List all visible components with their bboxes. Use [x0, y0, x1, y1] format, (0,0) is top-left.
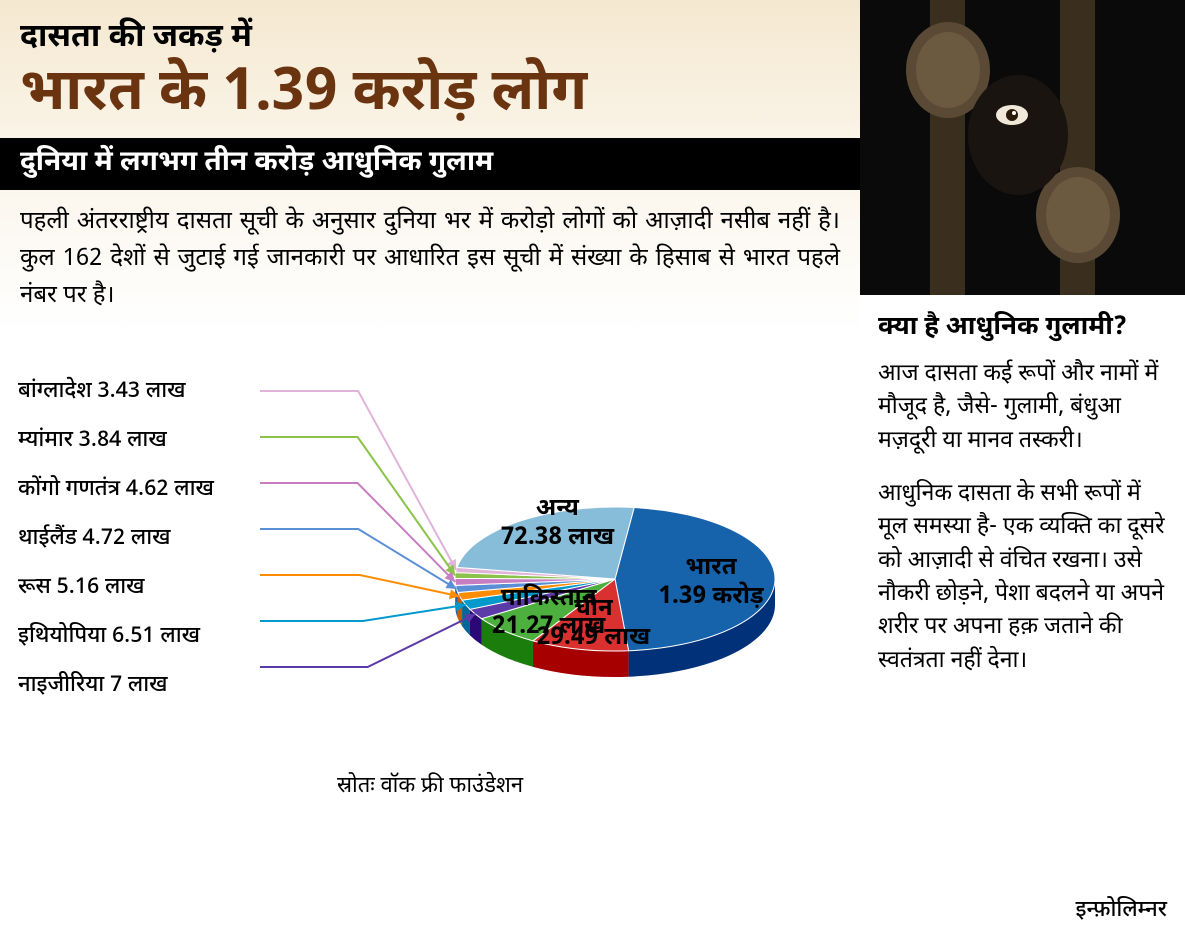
title-area: दासता की जकड़ में भारत के 1.39 करोड़ लोग — [0, 0, 860, 138]
leader-label-list: बांग्लादेश 3.43 लाख म्यांमार 3.84 लाख कोंग… — [18, 377, 214, 700]
intro-paragraph: पहली अंतरराष्ट्रीय दासता सूची के अनुसार … — [0, 190, 860, 330]
pie-slice-label: भारत1.39 करोड़ — [651, 554, 771, 612]
leader-label: म्यांमार 3.84 लाख — [18, 426, 214, 455]
leader-label: रूस 5.16 लाख — [18, 573, 214, 602]
right-panel: क्या है आधुनिक गुलामी? आज दासता कई रूपों… — [860, 0, 1185, 949]
right-para-2: आधुनिक दासता के सभी रूपों में मूल समस्या… — [878, 479, 1167, 679]
pie-slice-label: अन्य72.38 लाख — [497, 495, 617, 553]
hero-image — [860, 0, 1185, 295]
right-heading: क्या है आधुनिक गुलामी? — [878, 311, 1167, 345]
leader-label: नाइजीरिया 7 लाख — [18, 671, 214, 700]
summary-bar: दुनिया में लगभग तीन करोड़ आधुनिक गुलाम — [0, 138, 860, 190]
right-credit: इन्फ़ोलिम्नर — [878, 896, 1167, 933]
infographic-container: दासता की जकड़ में भारत के 1.39 करोड़ लोग… — [0, 0, 1185, 949]
main-title: भारत के 1.39 करोड़ लोग — [20, 64, 840, 128]
pie-slice-label: पाकिस्तान21.27 लाख — [489, 585, 609, 643]
leader-label: बांग्लादेश 3.43 लाख — [18, 377, 214, 406]
right-content: क्या है आधुनिक गुलामी? आज दासता कई रूपों… — [860, 295, 1185, 949]
hands-eye-illustration — [860, 0, 1185, 295]
leader-label: थाईलैंड 4.72 लाख — [18, 524, 214, 553]
chart-area: बांग्लादेश 3.43 लाख म्यांमार 3.84 लाख कोंग… — [0, 329, 860, 809]
subtitle: दासता की जकड़ में — [20, 18, 840, 60]
left-panel: दासता की जकड़ में भारत के 1.39 करोड़ लोग… — [0, 0, 860, 949]
source-citation: स्रोतः वॉक फ्री फाउंडेशन — [0, 772, 860, 801]
leader-label: कोंगो गणतंत्र 4.62 लाख — [18, 475, 214, 504]
leader-label: इथियोपिया 6.51 लाख — [18, 622, 214, 651]
right-para-1: आज दासता कई रूपों और नामों में मौजूद है,… — [878, 359, 1167, 459]
